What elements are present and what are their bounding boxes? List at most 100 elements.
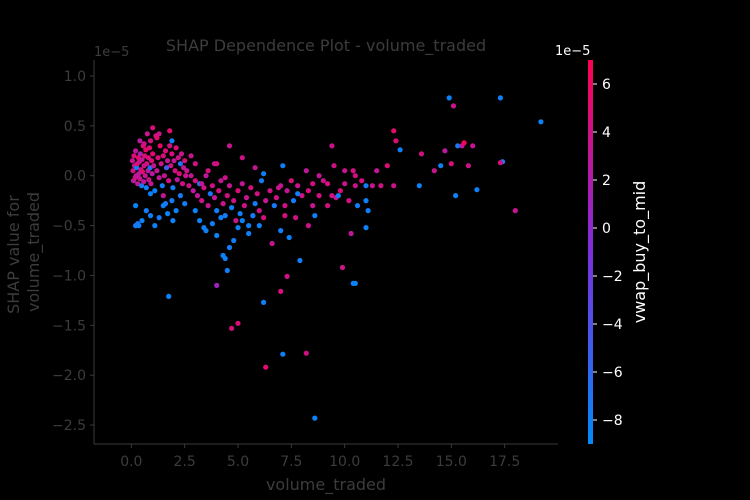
scatter-point: [152, 188, 158, 194]
scatter-point: [261, 299, 267, 305]
colorbar-gradient: [588, 60, 593, 444]
scatter-points: [129, 95, 544, 421]
scatter-point: [229, 205, 235, 211]
scatter-point: [271, 203, 277, 209]
scatter-point: [348, 230, 354, 237]
scatter-point: [312, 415, 318, 421]
scatter-point: [446, 95, 452, 101]
colorbar-tick-label: −8: [602, 413, 623, 429]
scatter-point: [465, 163, 471, 169]
scatter-point: [280, 351, 286, 357]
scatter-point: [391, 183, 397, 189]
scatter-point: [450, 103, 457, 109]
scatter-point: [154, 135, 160, 141]
scatter-point: [470, 143, 476, 149]
scatter-point: [342, 168, 348, 174]
scatter-point: [199, 181, 205, 187]
scatter-point: [229, 325, 235, 331]
scatter-point: [163, 165, 170, 171]
scatter-point: [218, 215, 224, 221]
scatter-point: [329, 193, 335, 199]
scatter-point: [246, 230, 252, 237]
scatter-point: [293, 215, 299, 221]
scatter-point: [214, 232, 220, 239]
scatter-point: [130, 168, 136, 174]
scatter-point: [352, 173, 358, 179]
scatter-point: [288, 178, 294, 184]
colorbar-tick-label: 6: [602, 77, 611, 93]
scatter-point: [416, 183, 422, 189]
colorbar-tick-label: −6: [602, 365, 623, 381]
scatter-point: [295, 183, 301, 189]
scatter-point: [442, 148, 448, 154]
scatter-point: [252, 201, 258, 207]
scatter-point: [169, 151, 175, 157]
scatter-point: [256, 208, 262, 214]
scatter-point: [172, 168, 178, 174]
scatter-point: [339, 264, 346, 271]
scatter-point: [147, 191, 154, 197]
scatter-point: [378, 183, 384, 189]
plot-area: 1.0 0.5 0.0 −0.5 −1.0 −1.5 −2.0 −2.5 0.0 2.5 5.0 7…: [52, 60, 558, 470]
scatter-point: [167, 128, 173, 134]
y-tick-label: −1.0: [52, 268, 86, 284]
scatter-point: [248, 185, 254, 191]
scatter-point: [152, 223, 158, 229]
scatter-point: [171, 158, 177, 164]
scatter-point: [448, 161, 454, 167]
scatter-point: [148, 181, 154, 187]
scatter-point: [538, 119, 544, 125]
scatter-point: [170, 185, 176, 191]
x-tick-label: 7.5: [280, 454, 302, 470]
scatter-point: [226, 143, 233, 149]
scatter-point: [173, 208, 179, 214]
scatter-point: [147, 138, 154, 144]
scatter-point: [497, 95, 503, 101]
scatter-point: [325, 203, 331, 209]
scatter-point: [209, 221, 215, 227]
scatter-point: [222, 255, 228, 262]
colorbar-tick-label: −2: [602, 269, 623, 285]
scatter-point: [282, 203, 288, 209]
scatter-point: [295, 191, 301, 197]
scatter-point: [137, 151, 143, 157]
scatter-point: [146, 145, 153, 151]
scatter-point: [512, 208, 518, 214]
scatter-point: [141, 179, 147, 185]
scatter-point: [156, 215, 162, 221]
scatter-point: [233, 218, 239, 224]
scatter-point: [250, 213, 256, 219]
y-tick-label: 0.5: [64, 119, 86, 135]
y-ticks: 1.0 0.5 0.0 −0.5 −1.0 −1.5 −2.0 −2.5: [52, 69, 94, 434]
scatter-point: [150, 151, 156, 157]
scatter-point: [369, 183, 375, 189]
scatter-point: [278, 228, 284, 234]
scatter-point: [474, 187, 480, 193]
scatter-point: [461, 140, 467, 146]
scatter-point: [131, 153, 137, 159]
scatter-point: [141, 141, 147, 147]
scatter-point: [139, 183, 145, 189]
y-tick-label: −2.0: [52, 368, 86, 384]
scatter-point: [173, 145, 179, 151]
scatter-point: [384, 163, 390, 169]
scatter-point: [144, 161, 150, 167]
scatter-point: [129, 158, 135, 164]
scatter-point: [205, 203, 211, 209]
scatter-point: [188, 153, 194, 159]
scatter-point: [168, 163, 174, 169]
scatter-point: [284, 188, 290, 194]
scatter-point: [214, 208, 220, 214]
scatter-point: [222, 175, 228, 181]
scatter-point: [316, 193, 322, 199]
scatter-point: [256, 223, 262, 229]
scatter-point: [418, 151, 425, 157]
scatter-point: [182, 158, 188, 164]
scatter-point: [143, 208, 149, 214]
scatter-point: [179, 181, 186, 187]
scatter-point: [246, 223, 252, 229]
scatter-point: [197, 218, 203, 224]
scatter-point: [135, 173, 141, 179]
x-tick-label: 10.0: [329, 454, 360, 470]
